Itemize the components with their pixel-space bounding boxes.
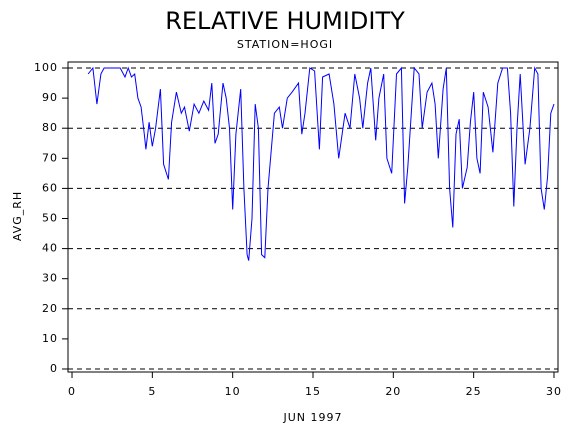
x-tick-label: 25 — [466, 385, 482, 398]
y-tick-label: 70 — [42, 151, 58, 164]
x-tick-label: 10 — [225, 385, 241, 398]
y-tick-label: 50 — [42, 212, 58, 225]
chart-subtitle: STATION=HOGI — [237, 38, 333, 51]
x-tick-label: 15 — [305, 385, 321, 398]
y-axis-label: AVG_RH — [11, 191, 24, 241]
y-tick-label: 40 — [42, 242, 58, 255]
x-tick-label: 20 — [385, 385, 401, 398]
y-tick-label: 0 — [50, 362, 58, 375]
y-tick-label: 100 — [34, 61, 58, 74]
y-tick-label: 20 — [42, 302, 58, 315]
y-tick-label: 60 — [42, 181, 58, 194]
chart-title: RELATIVE HUMIDITY — [165, 7, 405, 35]
x-tick-label: 0 — [68, 385, 76, 398]
y-tick-label: 10 — [42, 332, 58, 345]
x-tick-label: 30 — [546, 385, 562, 398]
x-tick-label: 5 — [148, 385, 156, 398]
y-tick-label: 30 — [42, 272, 58, 285]
y-tick-label: 80 — [42, 121, 58, 134]
x-axis-label: JUN 1997 — [282, 411, 342, 424]
y-tick-label: 90 — [42, 91, 58, 104]
data-line — [87, 66, 555, 261]
